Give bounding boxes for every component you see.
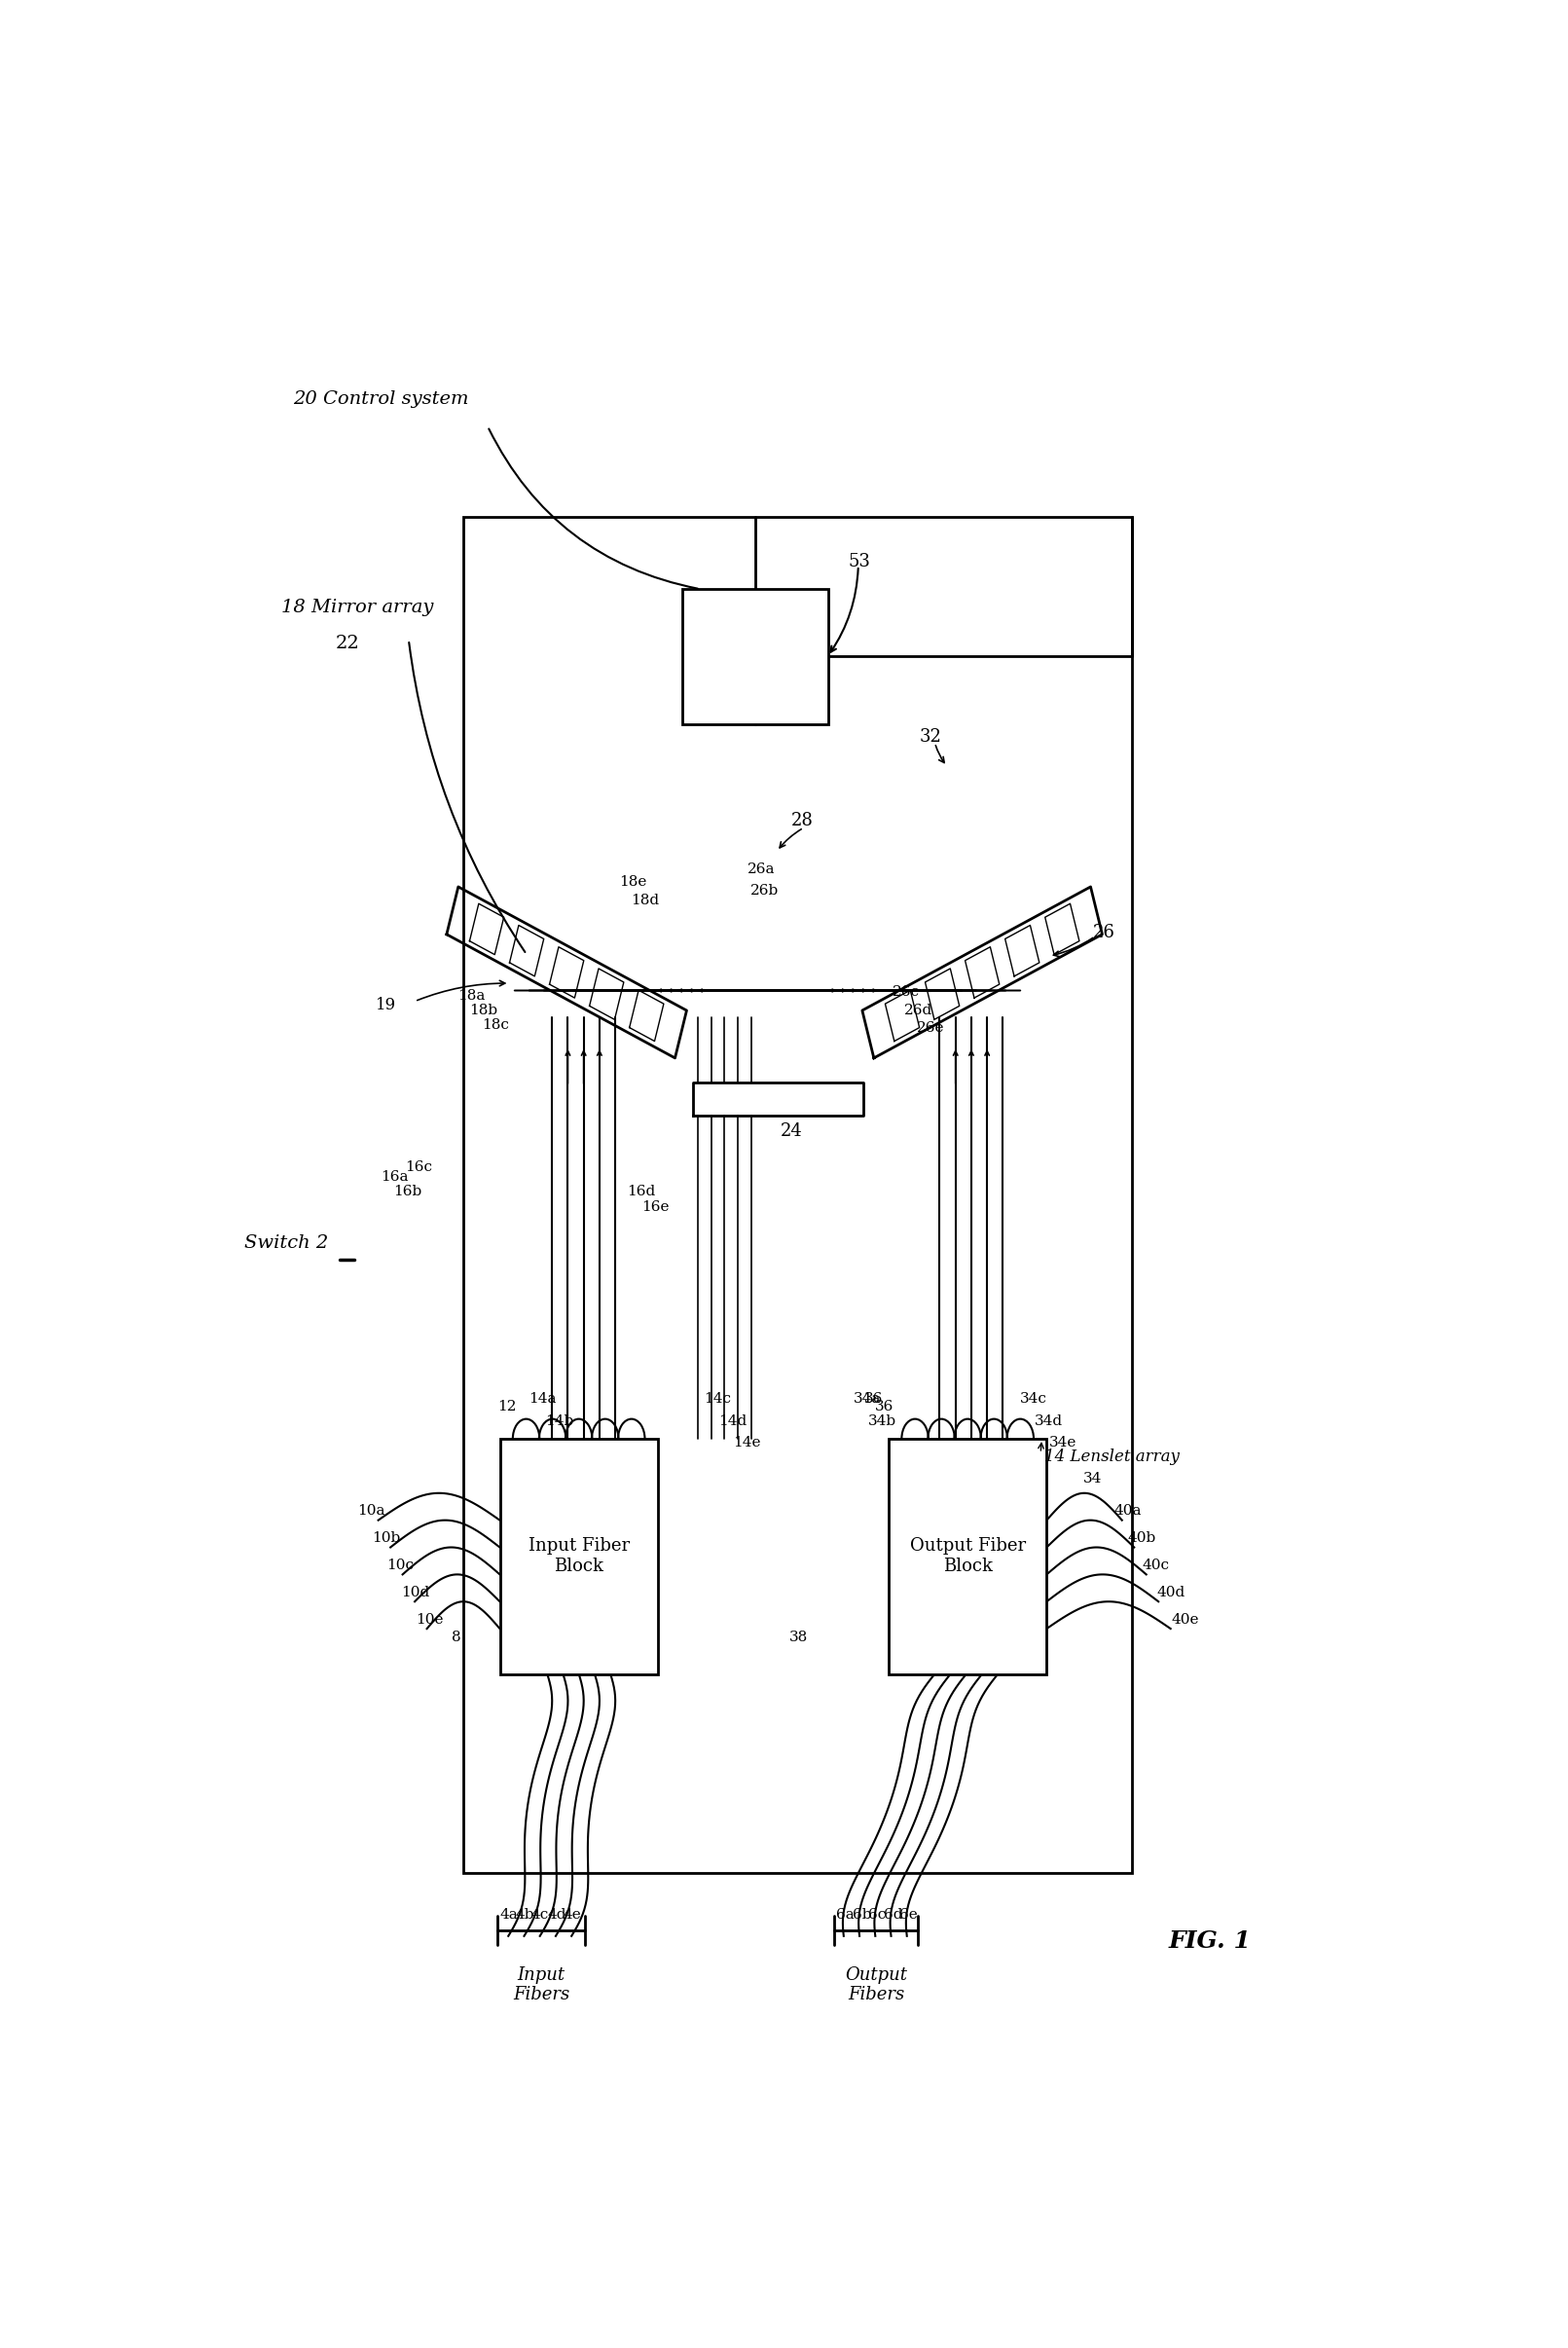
Text: Input
Fibers: Input Fibers [513, 1965, 569, 2003]
Text: 4b: 4b [516, 1907, 535, 1921]
Text: 14 Lenslet array: 14 Lenslet array [1044, 1449, 1179, 1465]
Text: 26: 26 [1093, 923, 1115, 942]
Text: 34c: 34c [1019, 1392, 1047, 1406]
Text: 14c: 14c [704, 1392, 731, 1406]
Text: 16d: 16d [627, 1183, 655, 1197]
Text: 34d: 34d [1035, 1413, 1063, 1428]
Text: 34b: 34b [869, 1413, 897, 1428]
Text: Output
Fibers: Output Fibers [845, 1965, 908, 2003]
Text: 26e: 26e [917, 1021, 944, 1035]
Text: Switch 2: Switch 2 [245, 1235, 329, 1251]
Text: 4d: 4d [547, 1907, 566, 1921]
Text: 34a: 34a [853, 1392, 881, 1406]
Text: 12: 12 [497, 1399, 516, 1413]
Text: Output Fiber
Block: Output Fiber Block [909, 1538, 1025, 1576]
Text: 32: 32 [919, 728, 941, 747]
Text: 6b: 6b [853, 1907, 872, 1921]
Text: 53: 53 [848, 554, 870, 571]
Text: 40b: 40b [1127, 1531, 1157, 1545]
Text: 16b: 16b [394, 1183, 422, 1197]
Text: FIG. 1: FIG. 1 [1168, 1930, 1251, 1954]
Text: 26b: 26b [750, 885, 779, 897]
Text: 10b: 10b [372, 1531, 401, 1545]
Text: 20 Control system: 20 Control system [293, 390, 469, 409]
Text: 22: 22 [336, 634, 359, 653]
Text: 16c: 16c [405, 1160, 433, 1174]
Bar [889, 1439, 1047, 1674]
Text: 18b: 18b [469, 1003, 497, 1017]
Text: 28: 28 [792, 812, 814, 829]
Text: 18c: 18c [481, 1019, 508, 1031]
Text: 36: 36 [875, 1399, 894, 1413]
Text: 18d: 18d [630, 892, 660, 906]
Bar [682, 589, 828, 726]
Bar [500, 1439, 659, 1674]
Text: 14b: 14b [544, 1413, 574, 1428]
Text: 4a: 4a [500, 1907, 517, 1921]
Text: 40c: 40c [1143, 1559, 1170, 1573]
Text: 4c: 4c [532, 1907, 549, 1921]
Text: 8: 8 [452, 1632, 461, 1644]
Text: 38: 38 [789, 1632, 808, 1644]
Text: 16e: 16e [641, 1200, 670, 1214]
Text: 26d: 26d [905, 1003, 933, 1017]
Text: 18 Mirror array: 18 Mirror array [281, 599, 433, 615]
Text: 40a: 40a [1113, 1505, 1142, 1519]
Text: 24: 24 [781, 1122, 803, 1141]
Text: 34: 34 [1083, 1472, 1102, 1486]
Text: 4e: 4e [563, 1907, 582, 1921]
Text: Input Fiber
Block: Input Fiber Block [528, 1538, 629, 1576]
Text: 10d: 10d [401, 1585, 430, 1599]
Text: 10e: 10e [416, 1613, 444, 1627]
Text: 36: 36 [864, 1392, 883, 1406]
Text: 40d: 40d [1157, 1585, 1185, 1599]
Text: 34e: 34e [1049, 1435, 1077, 1449]
Text: 18a: 18a [458, 989, 485, 1003]
Text: 18e: 18e [619, 876, 646, 890]
Text: 6c: 6c [869, 1907, 886, 1921]
Text: 6d: 6d [884, 1907, 903, 1921]
Text: 6a: 6a [836, 1907, 855, 1921]
Text: 26a: 26a [748, 862, 776, 876]
Text: 40e: 40e [1171, 1613, 1200, 1627]
Bar [464, 517, 1132, 1874]
Text: 26c: 26c [892, 986, 919, 1000]
Text: 14e: 14e [734, 1435, 760, 1449]
Text: 10c: 10c [387, 1559, 414, 1573]
Text: 14a: 14a [528, 1392, 557, 1406]
Text: 6e: 6e [900, 1907, 917, 1921]
Text: 19: 19 [376, 996, 397, 1014]
Text: 14d: 14d [718, 1413, 746, 1428]
Text: 10a: 10a [358, 1505, 386, 1519]
Text: 16a: 16a [381, 1169, 408, 1183]
